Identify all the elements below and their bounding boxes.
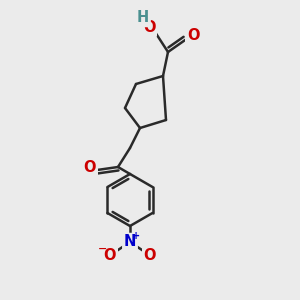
Text: H: H [137, 11, 149, 26]
Text: O: O [143, 20, 155, 35]
Text: O: O [104, 248, 116, 262]
Text: O: O [187, 28, 199, 43]
Text: O: O [84, 160, 96, 175]
Text: O: O [144, 248, 156, 262]
Text: −: − [98, 244, 108, 254]
Text: N: N [124, 235, 136, 250]
Text: +: + [132, 231, 140, 241]
